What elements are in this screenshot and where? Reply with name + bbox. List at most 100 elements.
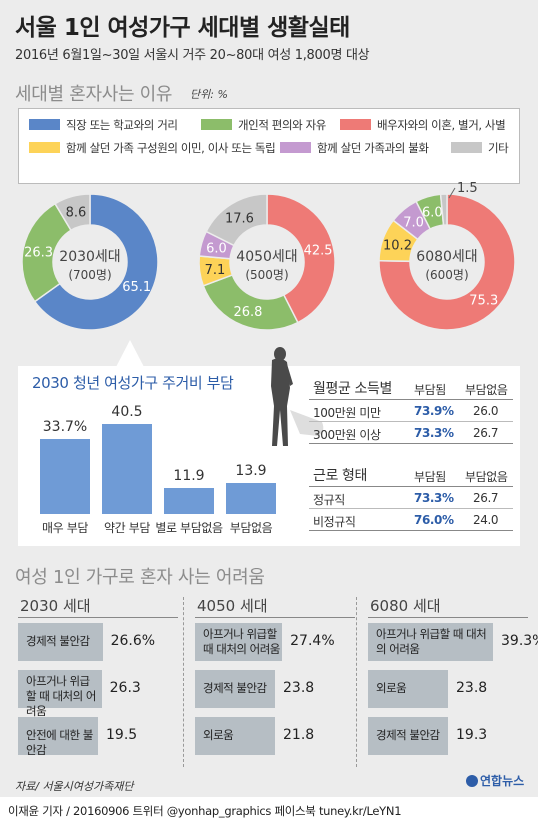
donut-value-label: 42.5 bbox=[304, 244, 333, 259]
yonhap-logo: 연합뉴스 bbox=[466, 772, 524, 789]
difficulty-bar-label: 경제적 불안감 bbox=[376, 728, 440, 742]
income-row-no-burden: 26.7 bbox=[473, 426, 499, 440]
difficulty-bar-value: 26.3 bbox=[109, 680, 141, 696]
difficulty-heading: 여성 1인 가구로 혼자 사는 어려움 bbox=[15, 567, 265, 588]
difficulty-bar-value: 21.8 bbox=[283, 727, 315, 743]
work-col-no-burden: 부담없음 bbox=[465, 470, 508, 484]
housing-bar-value: 40.5 bbox=[111, 404, 143, 420]
legend-item-spouse: 배우자와의 이혼, 별거, 사별 bbox=[340, 117, 506, 133]
legend-swatch bbox=[201, 119, 232, 130]
donut-value-label: 75.3 bbox=[469, 293, 498, 308]
income-row-burden: 73.9% bbox=[414, 404, 454, 418]
donut-slice bbox=[266, 193, 336, 324]
legend-swatch bbox=[280, 142, 311, 153]
legend-item-personal: 개인적 편의와 자유 bbox=[201, 117, 326, 133]
difficulty-bar-value: 39.3% bbox=[501, 633, 538, 649]
donut-count-label: (700명) bbox=[68, 268, 111, 282]
donut-slice bbox=[202, 274, 299, 331]
work-row-label: 비정규직 bbox=[313, 515, 356, 529]
legend-swatch bbox=[29, 142, 60, 153]
housing-bar bbox=[164, 487, 214, 514]
difficulty-bar-value: 26.6% bbox=[110, 633, 156, 649]
table-divider bbox=[309, 443, 513, 444]
group-divider bbox=[368, 617, 528, 618]
group-divider bbox=[18, 617, 178, 618]
difficulty-bar-value: 27.4% bbox=[290, 633, 335, 649]
donut-value-label: 7.1 bbox=[205, 263, 226, 278]
leader-line bbox=[448, 187, 456, 199]
legend-item-work: 직장 또는 학교와의 거리 bbox=[29, 117, 178, 133]
donut-value-label: 10.2 bbox=[383, 239, 412, 254]
donut-value-label: 26.8 bbox=[234, 305, 263, 320]
income-row-label: 100만원 미만 bbox=[313, 406, 381, 420]
income-row-no-burden: 26.0 bbox=[473, 404, 499, 418]
difficulty-bar-label: 외로움 bbox=[376, 681, 407, 695]
donut-count-label: (600명) bbox=[425, 268, 468, 282]
difficulty-bar bbox=[195, 717, 275, 755]
work-row-burden: 76.0% bbox=[414, 513, 454, 527]
housing-bar bbox=[226, 483, 276, 514]
work-col-burden: 부담됨 bbox=[414, 470, 446, 484]
difficulty-bar bbox=[368, 717, 448, 755]
housing-bar-label: 매우 부담 bbox=[42, 521, 88, 535]
column-separator bbox=[356, 597, 357, 767]
donut-count-label: (500명) bbox=[245, 268, 288, 282]
table-divider bbox=[309, 530, 513, 531]
difficulty-bar bbox=[195, 670, 275, 708]
difficulty-bar-value: 23.8 bbox=[456, 680, 488, 696]
income-col-burden: 부담됨 bbox=[414, 383, 446, 397]
donut-center-label: 2030세대 bbox=[59, 249, 120, 265]
column-separator bbox=[183, 597, 184, 767]
legend-swatch bbox=[451, 142, 482, 153]
difficulty-bar-label: 아프거나 위급할 때 대처의 어려움 bbox=[376, 627, 487, 656]
housing-bar bbox=[40, 439, 90, 514]
housing-title: 2030 청년 여성가구 주거비 부담 bbox=[32, 374, 234, 392]
group-divider bbox=[195, 617, 355, 618]
work-row-no-burden: 26.7 bbox=[473, 491, 499, 505]
donut-value-label: 65.1 bbox=[122, 280, 151, 295]
donut-value-label: 17.6 bbox=[225, 211, 254, 226]
credit-text: 이재윤 기자 / 20160906 트위터 @yonhap_graphics 페… bbox=[8, 804, 402, 818]
page-title: 서울 1인 여성가구 세대별 생활실태 bbox=[15, 15, 350, 41]
housing-bar-value: 11.9 bbox=[173, 467, 205, 484]
legend-item-move: 함께 살던 가족 구성원의 이민, 이사 또는 독립 bbox=[29, 140, 276, 156]
donut-value-label: 1.5 bbox=[457, 181, 478, 196]
legend-swatch bbox=[29, 119, 60, 130]
income-row-burden: 73.3% bbox=[414, 426, 454, 440]
work-table-header: 근로 형태 bbox=[313, 468, 367, 484]
table-divider bbox=[309, 486, 513, 487]
difficulty-group-title: 6080 세대 bbox=[370, 597, 441, 615]
donut-slice bbox=[53, 193, 91, 232]
income-col-no-burden: 부담없음 bbox=[465, 383, 508, 397]
page-subtitle: 2016년 6월1일~30일 서울시 거주 20~80대 여성 1,800명 대… bbox=[15, 48, 370, 63]
donut-value-label: 6.0 bbox=[206, 242, 227, 257]
difficulty-group-title: 4050 세대 bbox=[197, 597, 268, 615]
housing-panel: 2030 청년 여성가구 주거비 부담 33.7% 매우 부담 40.5 약간 부담 1… bbox=[18, 366, 520, 546]
housing-bar-value: 13.9 bbox=[235, 463, 267, 480]
difficulty-bar bbox=[18, 670, 102, 708]
donut-center-label: 4050세대 bbox=[236, 249, 297, 265]
donut-slice bbox=[439, 193, 448, 226]
work-row-burden: 73.3% bbox=[414, 491, 454, 505]
difficulty-bar bbox=[18, 717, 98, 755]
difficulty-bar bbox=[18, 623, 103, 661]
housing-bar bbox=[102, 424, 152, 514]
table-divider bbox=[309, 508, 513, 509]
income-table-header: 월평균 소득별 bbox=[313, 381, 392, 397]
work-row-no-burden: 24.0 bbox=[473, 513, 499, 527]
donut-slice bbox=[33, 193, 159, 331]
difficulty-bar-label: 외로움 bbox=[203, 728, 234, 742]
legend: 직장 또는 학교와의 거리 개인적 편의와 자유 배우자와의 이혼, 별거, 사… bbox=[18, 108, 520, 184]
legend-swatch bbox=[340, 119, 371, 130]
difficulty-bar bbox=[368, 623, 493, 661]
unit-label: 단위: % bbox=[190, 88, 228, 101]
difficulty-bar-label: 경제적 불안감 bbox=[203, 681, 267, 695]
legend-item-other: 기타 bbox=[451, 140, 509, 156]
income-row-label: 300만원 이상 bbox=[313, 428, 381, 442]
difficulty-bar-value: 23.8 bbox=[283, 680, 315, 696]
difficulty-bar-label: 아프거나 위급할 때 대처의 어려움 bbox=[26, 674, 96, 718]
difficulty-bar-value: 19.3 bbox=[456, 727, 488, 743]
difficulty-group-title: 2030 세대 bbox=[20, 597, 91, 615]
donut-slice bbox=[205, 193, 268, 247]
